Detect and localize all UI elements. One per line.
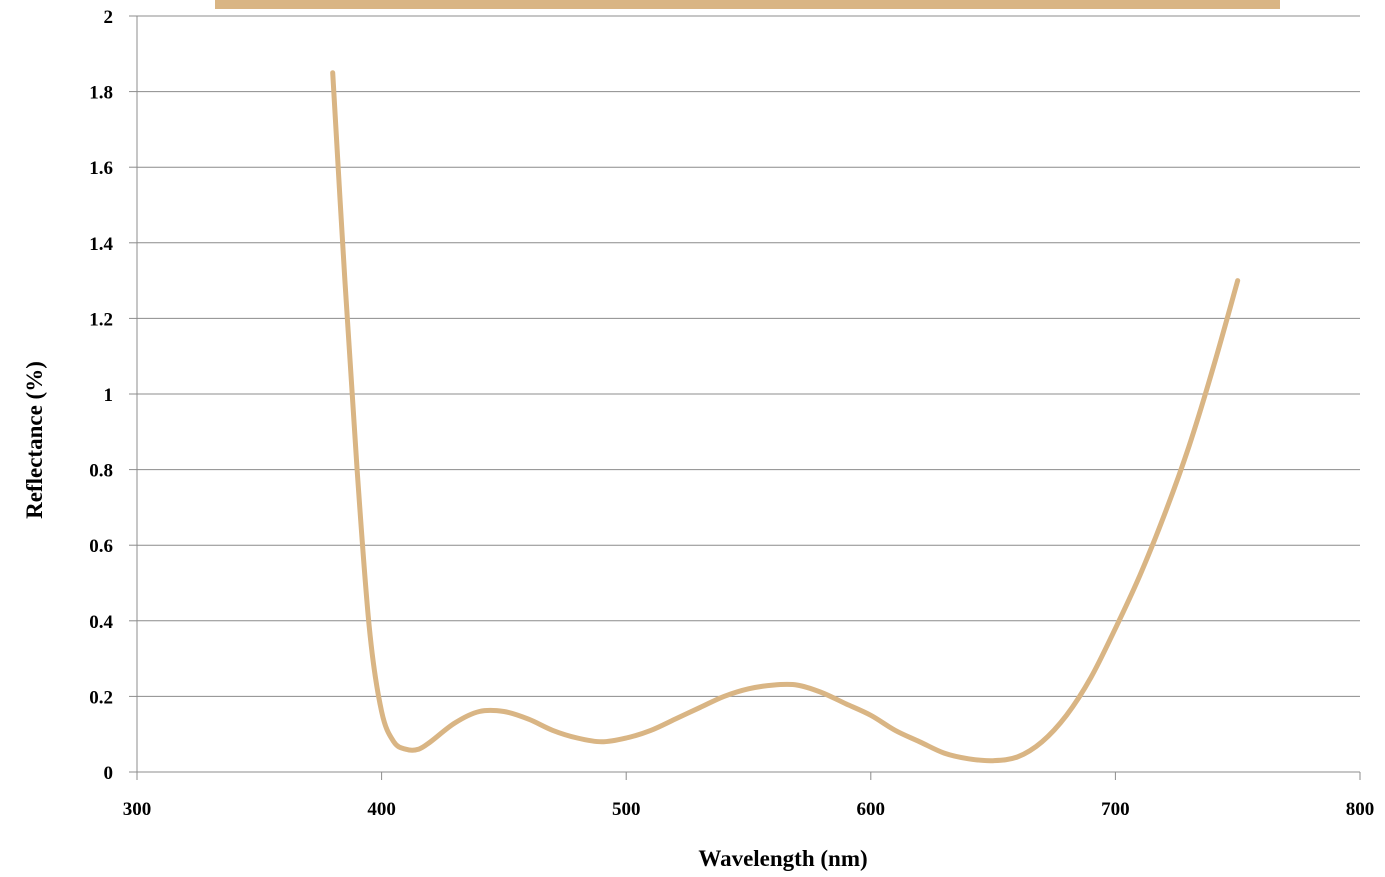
y-tick-label: 0.8 <box>89 461 113 482</box>
y-tick-label: 2 <box>104 7 114 28</box>
x-tick-label: 600 <box>857 799 886 820</box>
x-tick-label: 500 <box>612 799 641 820</box>
y-tick-label: 0 <box>104 763 114 784</box>
y-tick-label: 0.4 <box>89 612 113 633</box>
x-tick-label: 300 <box>123 799 152 820</box>
y-tick-label: 1.6 <box>89 158 113 179</box>
y-tick-label: 0.6 <box>89 536 113 557</box>
reflectance-series-line <box>330 70 1241 764</box>
x-tick-label: 400 <box>367 799 396 820</box>
series-layer <box>330 70 1241 764</box>
y-tick-label: 1.2 <box>89 309 113 330</box>
legend-swatch <box>215 0 1280 9</box>
y-tick-label: 1.8 <box>89 83 113 104</box>
x-tick-label: 800 <box>1346 799 1375 820</box>
gridlines <box>137 15 1360 697</box>
y-tick-label: 1 <box>104 385 114 406</box>
tick-labels: 0 0.2 0.4 0.6 0.8 1 1.2 1.4 1.6 1.8 2 300 400 500 600 7… <box>89 7 1374 820</box>
axes <box>129 15 1361 780</box>
x-axis-title: Wavelength (nm) <box>698 846 867 871</box>
y-axis-title: Reflectance (%) <box>22 361 47 519</box>
y-tick-label: 0.2 <box>89 687 113 708</box>
x-tick-label: 700 <box>1101 799 1130 820</box>
y-tick-label: 1.4 <box>89 234 113 255</box>
